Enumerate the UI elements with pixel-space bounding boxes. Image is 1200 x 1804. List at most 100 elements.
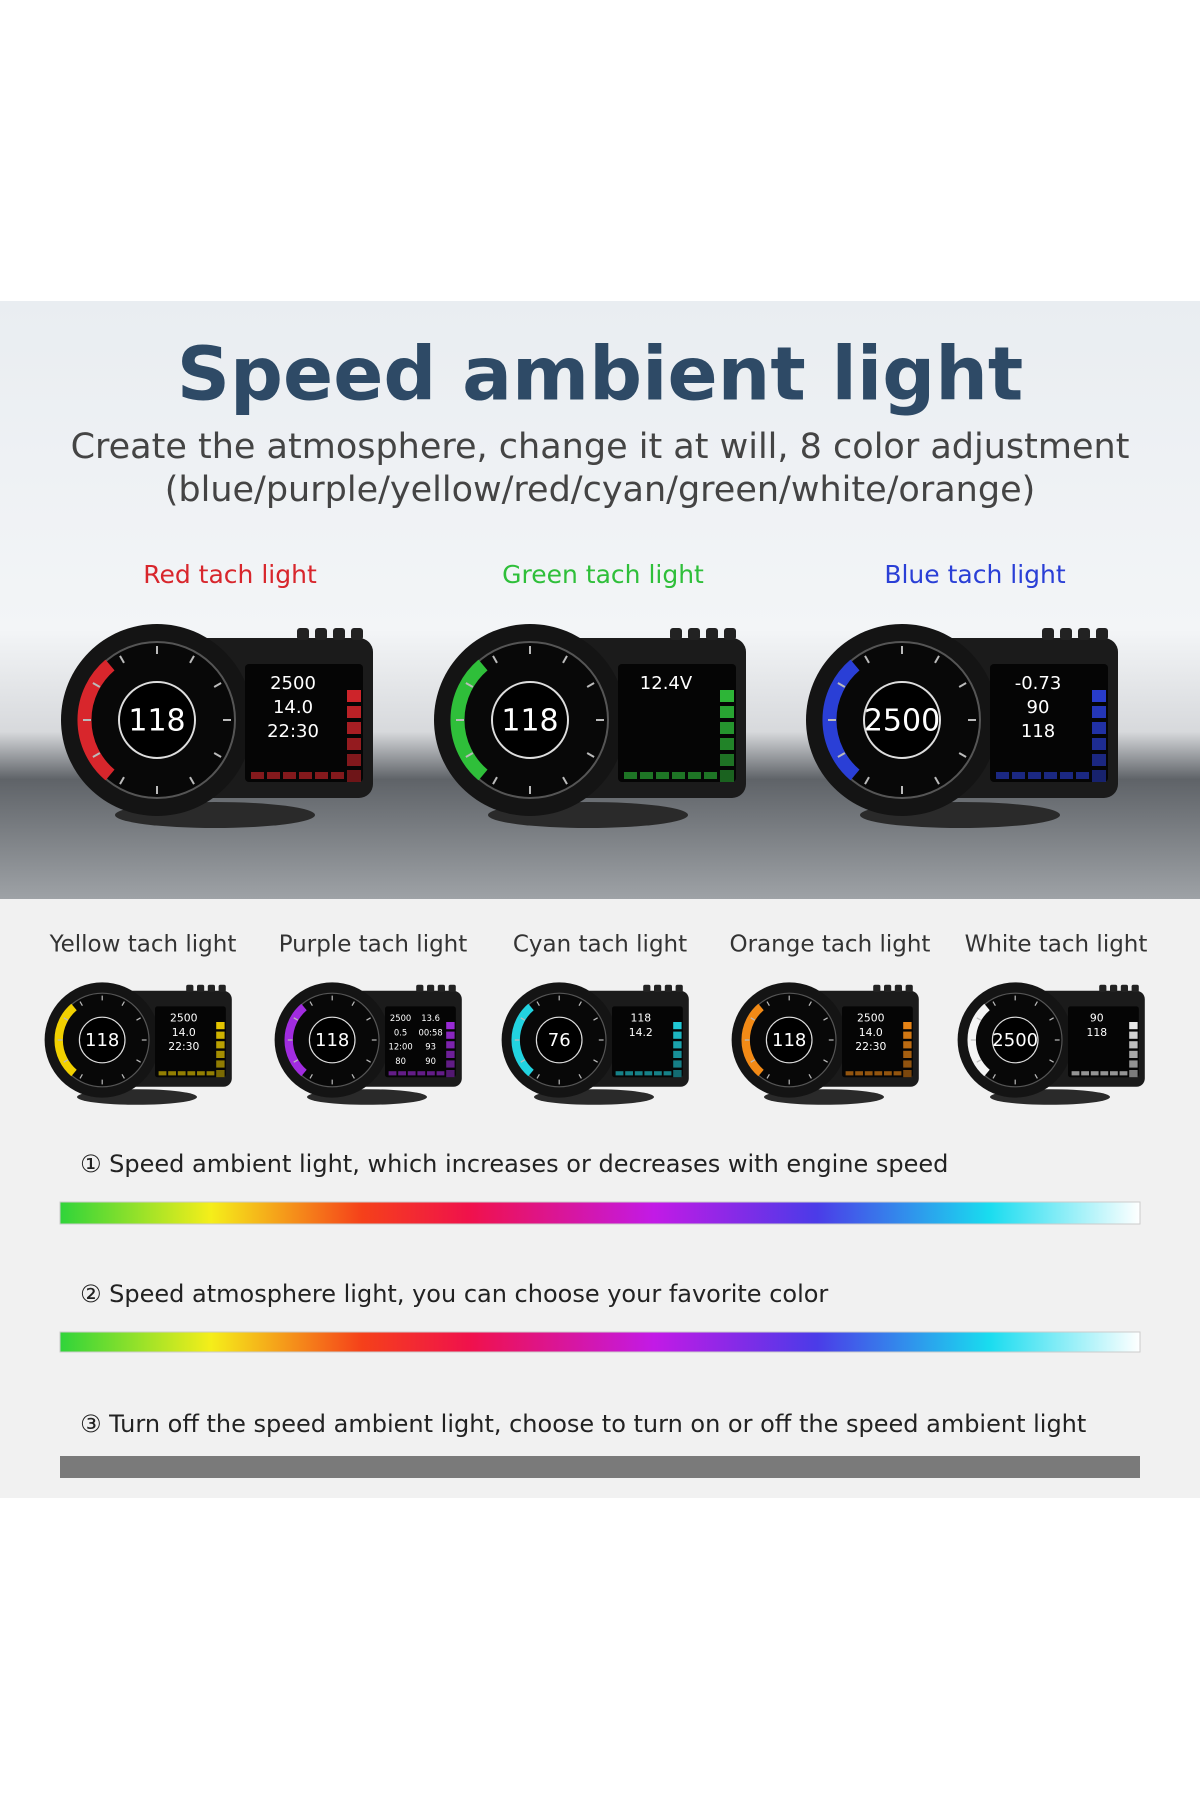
- dial-tick: [63, 1059, 69, 1063]
- dial-tick: [562, 776, 568, 785]
- dial-tick: [823, 1059, 828, 1063]
- dial-tick: [351, 1001, 355, 1007]
- ambient-light: [216, 1041, 225, 1049]
- screen-reading: 14.0: [859, 1026, 883, 1039]
- speed-reading: 76: [548, 1030, 571, 1051]
- dial-tick: [1034, 1001, 1038, 1007]
- dial-tick: [766, 1001, 770, 1007]
- gauge-screen: [842, 1006, 913, 1078]
- ambient-light: [704, 772, 717, 779]
- ambient-light: [436, 1071, 445, 1076]
- ambient-light: [845, 1071, 854, 1076]
- ambient-light: [299, 772, 312, 779]
- dial-tick: [992, 1073, 996, 1079]
- gauge-button: [1120, 984, 1128, 992]
- color-label: Orange tach light: [730, 932, 931, 958]
- screen-reading: 2500: [390, 1013, 411, 1023]
- dial-tick: [992, 1001, 996, 1007]
- ambient-light: [1129, 1041, 1138, 1049]
- dial-tick: [750, 1017, 756, 1021]
- screen-reading: -0.73: [1015, 673, 1062, 694]
- ambient-light: [427, 1071, 435, 1076]
- screen-reading: 13.6: [421, 1013, 440, 1023]
- screen-reading: 2500: [270, 673, 316, 694]
- ambient-light: [1081, 1071, 1089, 1076]
- dial-tick: [136, 1017, 141, 1021]
- dial-tick: [593, 1017, 598, 1021]
- dial-tick: [823, 1017, 828, 1021]
- dial-tick: [136, 1059, 141, 1063]
- ambient-light: [315, 772, 328, 779]
- gauge-button: [1099, 984, 1107, 992]
- gauge-button: [706, 628, 718, 640]
- gauge-button: [416, 984, 424, 992]
- ambient-light: [446, 1060, 455, 1068]
- gauge-button: [197, 984, 205, 992]
- gauge-button: [664, 984, 672, 992]
- ambient-light: [720, 722, 734, 734]
- gauge-button: [688, 628, 700, 640]
- ambient-light: [903, 1060, 912, 1068]
- ambient-light: [216, 1060, 225, 1068]
- ambient-light: [1044, 772, 1057, 779]
- dial-tick: [958, 682, 967, 688]
- dial-tick: [837, 682, 846, 688]
- gauge-button: [1131, 984, 1139, 992]
- dial-tick: [808, 1073, 812, 1079]
- dial-tick: [837, 752, 846, 758]
- screen-reading: 118: [1086, 1026, 1107, 1039]
- ambient-light: [177, 1071, 186, 1076]
- ambient-light: [1028, 772, 1041, 779]
- option-text: ③ Turn off the speed ambient light, choo…: [80, 1410, 1086, 1438]
- dial-tick: [351, 1073, 355, 1079]
- ambient-light: [1092, 754, 1106, 766]
- title: Speed ambient light: [177, 332, 1024, 418]
- screen-reading: 118: [1021, 721, 1055, 742]
- gauge-button: [675, 984, 683, 992]
- ambient-light: [688, 772, 701, 779]
- ambient-light: [864, 1071, 873, 1076]
- ambient-light: [1129, 1060, 1138, 1068]
- dial-tick: [119, 655, 125, 664]
- ambient-light: [855, 1071, 863, 1076]
- ambient-light: [903, 1041, 912, 1049]
- dial-tick: [189, 655, 195, 664]
- gauge-screen: [1068, 1006, 1139, 1078]
- dial-tick: [92, 682, 101, 688]
- ambient-light: [903, 1070, 912, 1078]
- dial-tick: [293, 1017, 299, 1021]
- ambient-light: [331, 772, 344, 779]
- screen-reading: 12:00: [389, 1042, 413, 1052]
- gauge-button: [351, 628, 363, 640]
- screen-reading: 14.0: [273, 697, 313, 718]
- ambient-light: [720, 754, 734, 766]
- dial-tick: [213, 752, 222, 758]
- gauge-button: [1078, 628, 1090, 640]
- ambient-light: [216, 1022, 225, 1030]
- color-label: White tach light: [965, 932, 1148, 958]
- ambient-light: [720, 690, 734, 702]
- dial-tick: [1034, 1073, 1038, 1079]
- gauge-button: [884, 984, 892, 992]
- dial-tick: [808, 1001, 812, 1007]
- gauge-button: [643, 984, 651, 992]
- dial-center: [118, 681, 196, 759]
- screen-reading: 22:30: [855, 1040, 886, 1053]
- ambient-light: [1100, 1071, 1109, 1076]
- ambient-light: [663, 1071, 672, 1076]
- speed-reading: 2500: [992, 1030, 1038, 1051]
- gauge-button: [437, 984, 445, 992]
- color-label: Red tach light: [143, 560, 317, 589]
- ambient-light: [446, 1022, 455, 1030]
- ambient-light: [187, 1071, 196, 1076]
- screen-reading: 90: [425, 1056, 436, 1066]
- dial-tick: [934, 776, 940, 785]
- screen-reading: 2500: [170, 1011, 198, 1024]
- dial-tick: [593, 1059, 598, 1063]
- ambient-light: [417, 1071, 426, 1076]
- ambient-bar-off: [60, 1456, 1140, 1478]
- screen-reading: 00:58: [419, 1027, 443, 1037]
- dial-center: [308, 1016, 356, 1064]
- speed-reading: 118: [315, 1030, 349, 1051]
